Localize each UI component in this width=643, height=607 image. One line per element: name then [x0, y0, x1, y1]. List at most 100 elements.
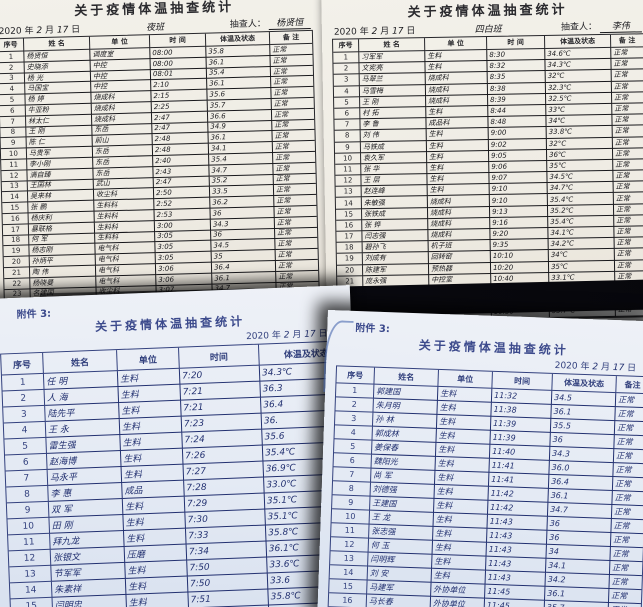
table-cell: 10	[331, 509, 371, 525]
table-cell: 14	[329, 565, 369, 581]
table-cell: 13	[1, 180, 28, 193]
table-cell: 20	[3, 256, 30, 269]
inspector-label: 抽查人：	[229, 19, 266, 31]
table-cell: 正常	[613, 203, 643, 216]
table-cell: 正常	[611, 505, 643, 521]
date-day-label: 日	[626, 363, 637, 374]
sheet-top-left: 关于疫情体温抽查统计 2020 年 2 月 17 日 夜班 抽查人： 杨贤恒 序…	[0, 0, 331, 334]
table-cell: 闫明忠	[52, 594, 128, 607]
date-day-label: 日	[71, 24, 81, 36]
table-cell: 4	[334, 425, 373, 441]
table-cell: 14	[9, 581, 53, 600]
date-year: 2020	[245, 331, 270, 343]
date-month: 2	[283, 330, 290, 341]
table-cell: 正常	[608, 602, 641, 607]
table-cell: 正常	[612, 477, 643, 493]
header-cell: 单位	[117, 347, 180, 372]
table-cell: 正常	[612, 125, 643, 138]
table-cell: 7:51	[188, 589, 269, 607]
table-cell: 9	[334, 141, 362, 154]
table-cell: 正常	[611, 58, 643, 71]
table-cell: 正常	[614, 259, 643, 272]
table-cell: 11	[8, 533, 51, 552]
table-cell: 正常	[615, 393, 643, 409]
table-cell: 16	[336, 220, 363, 232]
table-cell: 7	[334, 119, 361, 132]
table-cell: 17	[336, 231, 363, 243]
table-cell: 4	[333, 85, 361, 98]
table-cell: 19	[336, 253, 363, 266]
date-month: 2	[36, 25, 43, 37]
header-cell: 时 间	[487, 36, 546, 51]
table-cell: 正常	[611, 519, 643, 535]
table-cell: 9	[0, 137, 27, 150]
header-cell: 序号	[336, 366, 376, 385]
table-cell: 外协单位	[430, 596, 486, 607]
table-cell: 正常	[609, 561, 643, 577]
table-cell: 7	[333, 467, 372, 483]
date-year: 2020	[554, 360, 578, 372]
table-cell: 13	[330, 551, 369, 567]
table-cell: 3	[0, 73, 26, 85]
table-cell: 19	[3, 245, 30, 258]
table-cell: 正常	[610, 533, 643, 549]
table-cell: 15	[10, 597, 54, 607]
table-cell: 12	[330, 537, 370, 553]
table-cell: 10	[335, 152, 362, 165]
table-cell: 21	[3, 267, 31, 279]
inspector-label: 抽查人：	[560, 22, 598, 33]
date-year-label: 年	[24, 26, 34, 37]
table-cell: 15	[2, 202, 29, 215]
table-cell: 2	[2, 389, 46, 408]
table-cell: 正常	[612, 147, 643, 160]
table-cell: 8	[332, 481, 372, 497]
table-cell: 6	[334, 108, 361, 120]
date-month-label: 月	[600, 362, 611, 373]
table-cell: 4	[3, 421, 47, 440]
table-cell: 14	[335, 197, 362, 210]
header-cell: 单位	[438, 369, 493, 389]
table-cell: 17	[2, 224, 30, 236]
table-cell: 11:45	[484, 598, 545, 607]
table-cell: 16	[2, 213, 29, 225]
table-cell: 正常	[614, 421, 643, 437]
table-cell: 正常	[613, 192, 643, 205]
table-cell: 马长春	[366, 594, 432, 607]
form-date: 2020 年 2 月 17 日	[334, 23, 416, 37]
table-cell: 正常	[613, 449, 643, 465]
table-cell: 5	[334, 439, 373, 455]
table-cell: 正常	[608, 588, 642, 605]
sheet-bottom-left: 附件 3: 关于疫情体温抽查统计 2020 年 2 月 17 日 序号 姓名 单位时…	[0, 285, 369, 607]
header-cell: 备 注	[269, 30, 313, 46]
table-cell: 1	[333, 52, 360, 64]
date-year-label: 年	[271, 330, 282, 342]
date-day: 17	[56, 25, 69, 36]
table-cell: 3	[3, 405, 46, 424]
table-cell: 10	[0, 148, 28, 161]
table-cell: 10	[7, 517, 51, 536]
table-cell: 3	[333, 74, 360, 87]
table-cell: 正常	[614, 226, 643, 239]
temperature-table: 序号姓 名单 位时 间体温及状态备 注 1 习军军 生料 8:30 34.6℃ 正常 2 文宪亮…	[332, 33, 643, 323]
table-cell: 8	[334, 130, 361, 143]
table-cell: 正常	[613, 170, 643, 183]
table-cell: 9	[6, 501, 50, 520]
table-cell: 5	[334, 97, 361, 109]
table-cell: 12	[1, 170, 28, 182]
table-cell: 正常	[611, 69, 643, 82]
table-cell: 15	[335, 208, 363, 221]
form-date: 2020 年 2 月 17 日	[0, 22, 80, 37]
inspector-name: 李伟	[599, 18, 642, 34]
table-cell: 正常	[613, 159, 643, 171]
header-cell: 体温及状态	[545, 34, 612, 50]
table-cell: 12	[8, 549, 52, 568]
header-cell: 备 注	[610, 34, 643, 48]
header-cell: 备注	[616, 376, 643, 395]
table-cell: 正常	[614, 248, 643, 261]
table-cell: 正常	[612, 114, 643, 127]
table-cell: 20	[336, 264, 364, 277]
date-year-label: 年	[359, 27, 369, 38]
inspector-line: 抽查人： 李伟	[560, 18, 642, 34]
table-cell: 2	[0, 62, 25, 74]
table-cell: 13	[9, 565, 52, 584]
